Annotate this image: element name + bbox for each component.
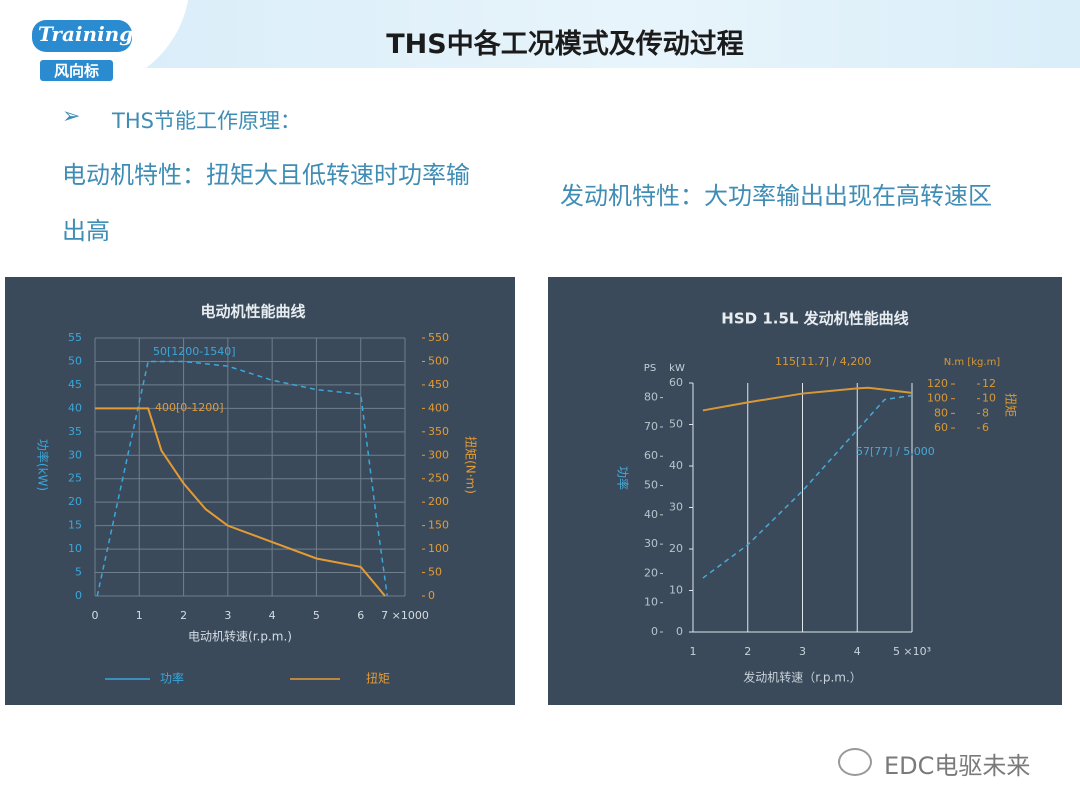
y-tick-label: 40 — [68, 401, 82, 414]
chart-title: 电动机性能曲线 — [200, 303, 305, 321]
y-tick-label: 10 — [669, 584, 683, 597]
annotation: 50[1200-1540] — [153, 345, 236, 358]
y-alt-tick-label: 0 — [651, 625, 658, 638]
y2-alt-tick-label: 8 — [982, 406, 989, 419]
x-tick-label: 4 — [269, 609, 276, 622]
bullet-text: THS节能工作原理： — [112, 109, 301, 133]
x-tick-label: 4 — [854, 645, 861, 658]
y-alt-unit: PS — [644, 363, 656, 374]
y-alt-tick-label: 80 — [644, 391, 658, 404]
x-tick-label: 3 — [799, 645, 806, 658]
wechat-icon — [838, 748, 872, 776]
y2-tick-label: 250 — [428, 472, 449, 485]
y-alt-tick-label: 30 — [644, 537, 658, 550]
series-line — [95, 407, 386, 597]
legend-label: 功率 — [160, 671, 184, 686]
y2-tick-label: 450 — [428, 378, 449, 391]
y-alt-tick-label: 40 — [644, 508, 658, 521]
y2-tick-label: 60 — [934, 421, 948, 434]
y-unit: kW — [669, 363, 685, 374]
y2-tick-label: 50 — [428, 566, 442, 579]
annotation: 57[77] / 5,000 — [856, 445, 935, 458]
y-alt-tick-label: 50 — [644, 479, 658, 492]
x-tick-label: 6 — [357, 609, 364, 622]
y-tick-label: 10 — [68, 542, 82, 555]
y2-tick-label: 350 — [428, 425, 449, 438]
y-tick-label: 45 — [68, 378, 82, 391]
slide-title: THS中各工况模式及传动过程 — [386, 29, 744, 60]
x-axis-label: 电动机转速(r.p.m.) — [188, 629, 292, 644]
x-tick-label: 1 — [136, 609, 143, 622]
y2-alt-tick-label: 10 — [982, 392, 996, 405]
series-line — [702, 394, 913, 579]
y2-tick-label: 0 — [428, 589, 435, 602]
chart-panel — [548, 277, 1062, 705]
y2-tick-label: 200 — [428, 495, 449, 508]
y2-alt-tick-label: 6 — [982, 421, 989, 434]
y2-tick-label: 80 — [934, 406, 948, 419]
x-axis-label: 发动机转速（r.p.m.） — [743, 670, 862, 685]
x-tick-label: 5 ×10³ — [893, 645, 931, 658]
y-tick-label: 0 — [676, 625, 683, 638]
x-tick-label: 5 — [313, 609, 320, 622]
y2-alt-tick-label: 12 — [982, 377, 996, 390]
y-tick-label: 35 — [68, 425, 82, 438]
y-tick-label: 50 — [669, 418, 683, 431]
x-tick-label: 2 — [744, 645, 751, 658]
y-tick-label: 5 — [75, 566, 82, 579]
y-tick-label: 20 — [68, 495, 82, 508]
y-tick-label: 50 — [68, 354, 82, 367]
y-alt-tick-label: 10 — [644, 596, 658, 609]
y-tick-label: 15 — [68, 519, 82, 532]
y2-tick-label: 120 — [927, 377, 948, 390]
y2-tick-label: 100 — [927, 392, 948, 405]
bullet-arrow: ➢ — [62, 104, 81, 129]
series-line — [702, 386, 913, 412]
y-axis-label: 功率 — [616, 466, 631, 490]
y-tick-label: 60 — [669, 376, 683, 389]
annotation: 400[0-1200] — [155, 401, 224, 414]
y2-axis-label: 扭矩(N·m) — [464, 436, 478, 494]
x-tick-label: 3 — [224, 609, 231, 622]
y-tick-label: 20 — [669, 542, 683, 555]
logo-area: Training 风向标 — [0, 0, 190, 90]
y2-axis-label: 扭矩 — [1004, 393, 1018, 417]
legend-label: 扭矩 — [366, 672, 390, 686]
y-alt-tick-label: 70 — [644, 420, 658, 433]
y-alt-tick-label: 60 — [644, 449, 658, 462]
watermark: EDC电驱未来 — [884, 752, 1031, 780]
chart-panel — [5, 277, 515, 705]
y2-tick-label: 150 — [428, 519, 449, 532]
chart-title: HSD 1.5L 发动机性能曲线 — [721, 310, 908, 328]
x-tick-label: 7 ×1000 — [381, 609, 429, 622]
y-tick-label: 55 — [68, 331, 82, 344]
y2-tick-label: 100 — [428, 542, 449, 555]
y-axis-label: 功率(kW) — [36, 439, 51, 491]
y-tick-label: 25 — [68, 472, 82, 485]
x-tick-label: 1 — [690, 645, 697, 658]
annotation: 115[11.7] / 4,200 — [775, 355, 871, 368]
y-tick-label: 40 — [669, 459, 683, 472]
motor-text: 电动机特性：扭矩大且低转速时功率输出高 — [62, 161, 470, 245]
logo-top: Training — [38, 22, 134, 46]
x-tick-label: 2 — [180, 609, 187, 622]
y2-tick-label: 400 — [428, 401, 449, 414]
y-tick-label: 30 — [669, 501, 683, 514]
engine-text: 发动机特性：大功率输出出现在高转速区 — [560, 182, 992, 210]
y2-tick-label: 500 — [428, 354, 449, 367]
y2-tick-label: 300 — [428, 448, 449, 461]
y2-unit: N.m [kg.m] — [944, 357, 1001, 368]
y-tick-label: 30 — [68, 448, 82, 461]
y-alt-tick-label: 20 — [644, 566, 658, 579]
logo-bottom: 风向标 — [40, 60, 114, 81]
y-tick-label: 0 — [75, 589, 82, 602]
x-tick-label: 0 — [92, 609, 99, 622]
y2-tick-label: 550 — [428, 331, 449, 344]
